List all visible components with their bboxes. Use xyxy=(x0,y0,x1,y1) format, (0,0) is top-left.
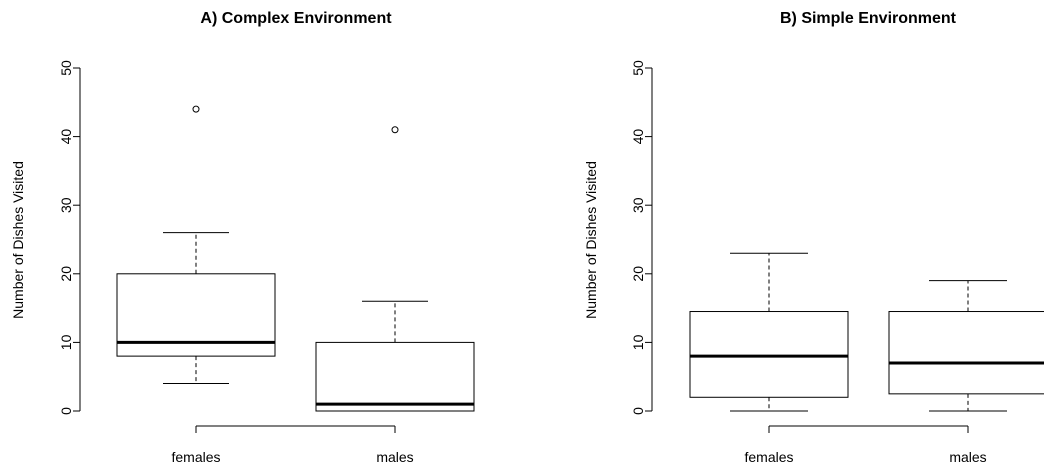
chart-title: B) Simple Environment xyxy=(780,10,957,27)
y-tick-label: 10 xyxy=(630,334,646,350)
outlier-point xyxy=(391,126,399,134)
box-rect xyxy=(689,311,849,398)
y-tick-label: 40 xyxy=(630,129,646,145)
y-tick-label: 10 xyxy=(58,334,74,350)
x-tick-label: females xyxy=(744,449,793,465)
boxes xyxy=(116,105,475,412)
y-tick-label: 50 xyxy=(630,60,646,76)
y-axis: 0 10 20 30 40 50 xyxy=(58,60,81,415)
y-tick-label: 20 xyxy=(58,266,74,282)
box-males xyxy=(315,126,475,412)
y-axis-label: Number of Dishes Visited xyxy=(10,161,26,319)
y-tick-label: 30 xyxy=(630,197,646,213)
x-tick-label: females xyxy=(171,449,220,465)
panel-complex-environment: A) Complex Environment Number of Dishes … xyxy=(10,10,475,465)
y-tick-label: 0 xyxy=(58,407,74,415)
outlier-point xyxy=(192,105,200,113)
y-tick-label: 20 xyxy=(630,266,646,282)
x-tick-label: males xyxy=(376,449,413,465)
boxes xyxy=(689,252,1044,412)
box-males xyxy=(888,280,1044,412)
x-tick-label: males xyxy=(949,449,986,465)
box-rect xyxy=(315,341,475,412)
box-females xyxy=(689,252,849,412)
panel-simple-environment: B) Simple Environment Number of Dishes V… xyxy=(583,10,1044,465)
y-tick-label: 0 xyxy=(630,407,646,415)
x-axis: females males xyxy=(171,425,414,465)
chart-title: A) Complex Environment xyxy=(200,10,392,27)
x-axis: females males xyxy=(744,425,987,465)
box-rect xyxy=(888,311,1044,395)
y-tick-label: 40 xyxy=(58,129,74,145)
y-axis-label: Number of Dishes Visited xyxy=(583,161,599,319)
box-females xyxy=(116,105,276,385)
y-tick-label: 30 xyxy=(58,197,74,213)
y-tick-label: 50 xyxy=(58,60,74,76)
y-axis: 0 10 20 30 40 50 xyxy=(630,60,653,415)
